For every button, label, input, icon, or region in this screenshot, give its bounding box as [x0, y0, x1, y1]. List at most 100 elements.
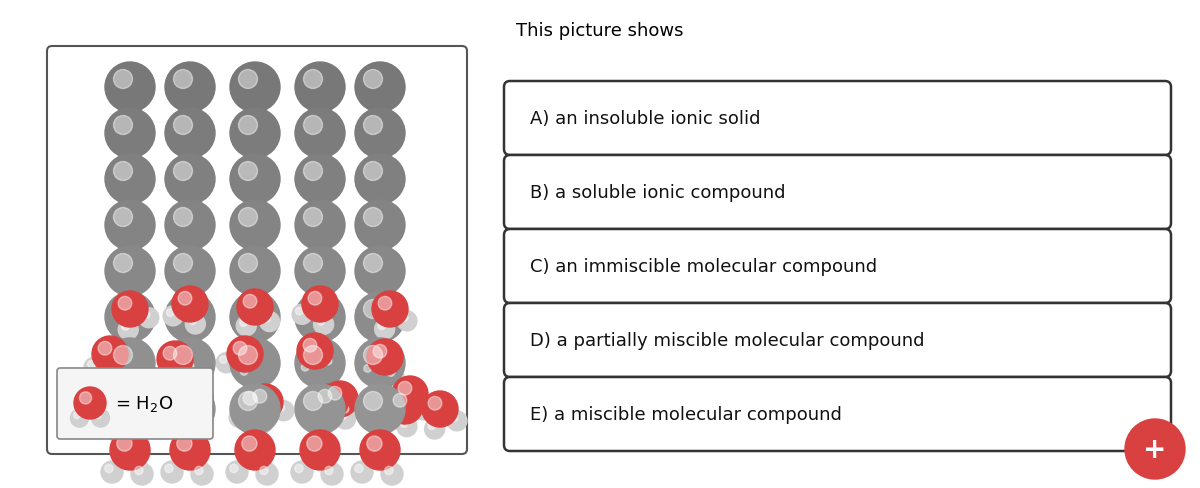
Circle shape — [176, 436, 192, 451]
Circle shape — [373, 345, 386, 358]
Circle shape — [166, 201, 215, 250]
Circle shape — [364, 208, 383, 227]
Circle shape — [73, 412, 80, 419]
Circle shape — [295, 201, 346, 250]
Circle shape — [320, 416, 328, 423]
Circle shape — [304, 339, 317, 352]
Circle shape — [239, 70, 258, 89]
Circle shape — [113, 386, 127, 400]
Circle shape — [312, 384, 348, 420]
Circle shape — [173, 404, 180, 411]
Circle shape — [392, 376, 428, 412]
Circle shape — [178, 379, 214, 415]
Circle shape — [300, 430, 340, 470]
Circle shape — [230, 246, 280, 296]
Circle shape — [308, 292, 322, 305]
Circle shape — [170, 430, 210, 470]
Circle shape — [239, 346, 258, 365]
Circle shape — [355, 246, 406, 296]
Circle shape — [397, 417, 416, 437]
Circle shape — [114, 162, 132, 181]
Circle shape — [113, 412, 121, 420]
Circle shape — [226, 461, 248, 483]
Circle shape — [295, 246, 346, 296]
Circle shape — [227, 336, 263, 372]
Circle shape — [335, 409, 355, 429]
Circle shape — [112, 426, 120, 433]
Circle shape — [139, 308, 158, 328]
Circle shape — [109, 423, 128, 443]
Circle shape — [230, 109, 280, 159]
Circle shape — [98, 412, 119, 432]
Circle shape — [174, 300, 192, 319]
Circle shape — [101, 461, 124, 483]
Circle shape — [244, 391, 257, 405]
Circle shape — [428, 397, 442, 410]
Circle shape — [102, 416, 109, 423]
Circle shape — [104, 465, 113, 473]
Text: This picture shows: This picture shows — [516, 22, 684, 40]
Circle shape — [230, 63, 280, 113]
Circle shape — [324, 358, 332, 365]
Circle shape — [302, 286, 338, 323]
Circle shape — [247, 384, 283, 420]
Circle shape — [304, 254, 323, 273]
Circle shape — [355, 201, 406, 250]
Circle shape — [239, 208, 258, 227]
Circle shape — [295, 109, 346, 159]
Circle shape — [259, 312, 280, 332]
Circle shape — [114, 116, 132, 135]
Circle shape — [394, 394, 407, 407]
Circle shape — [401, 420, 408, 427]
Circle shape — [292, 305, 312, 325]
Circle shape — [164, 416, 173, 424]
Circle shape — [84, 358, 104, 378]
Circle shape — [164, 465, 173, 473]
Circle shape — [106, 338, 155, 388]
Text: D) a partially miscible molecular compound: D) a partially miscible molecular compou… — [530, 331, 924, 349]
Circle shape — [390, 402, 409, 422]
Circle shape — [107, 381, 143, 417]
Circle shape — [238, 386, 274, 422]
Circle shape — [174, 162, 192, 181]
Circle shape — [355, 384, 406, 434]
Circle shape — [106, 246, 155, 296]
Circle shape — [446, 411, 467, 431]
Circle shape — [163, 306, 184, 326]
FancyBboxPatch shape — [504, 377, 1171, 451]
Circle shape — [244, 295, 257, 308]
Circle shape — [352, 461, 373, 483]
Circle shape — [295, 338, 346, 388]
Circle shape — [166, 155, 215, 204]
Circle shape — [191, 463, 214, 485]
Circle shape — [450, 414, 458, 422]
Circle shape — [364, 392, 383, 411]
Circle shape — [106, 292, 155, 342]
Circle shape — [114, 392, 132, 411]
Circle shape — [364, 365, 371, 372]
Circle shape — [132, 401, 152, 421]
Circle shape — [91, 409, 109, 427]
Circle shape — [1126, 419, 1186, 479]
Circle shape — [168, 391, 182, 405]
Circle shape — [304, 70, 323, 89]
Text: B) a soluble ionic compound: B) a soluble ionic compound — [530, 183, 786, 202]
FancyBboxPatch shape — [504, 229, 1171, 304]
Circle shape — [188, 412, 196, 419]
Circle shape — [136, 404, 143, 412]
Circle shape — [106, 384, 155, 434]
Circle shape — [85, 419, 106, 439]
Circle shape — [185, 409, 205, 429]
Circle shape — [236, 316, 257, 336]
Circle shape — [106, 109, 155, 159]
Circle shape — [220, 356, 227, 364]
Circle shape — [364, 162, 383, 181]
Circle shape — [304, 208, 323, 227]
Circle shape — [106, 201, 155, 250]
Circle shape — [364, 254, 383, 273]
Circle shape — [114, 70, 132, 89]
Circle shape — [95, 412, 102, 419]
Circle shape — [322, 463, 343, 485]
Circle shape — [92, 336, 128, 372]
Circle shape — [413, 400, 433, 420]
